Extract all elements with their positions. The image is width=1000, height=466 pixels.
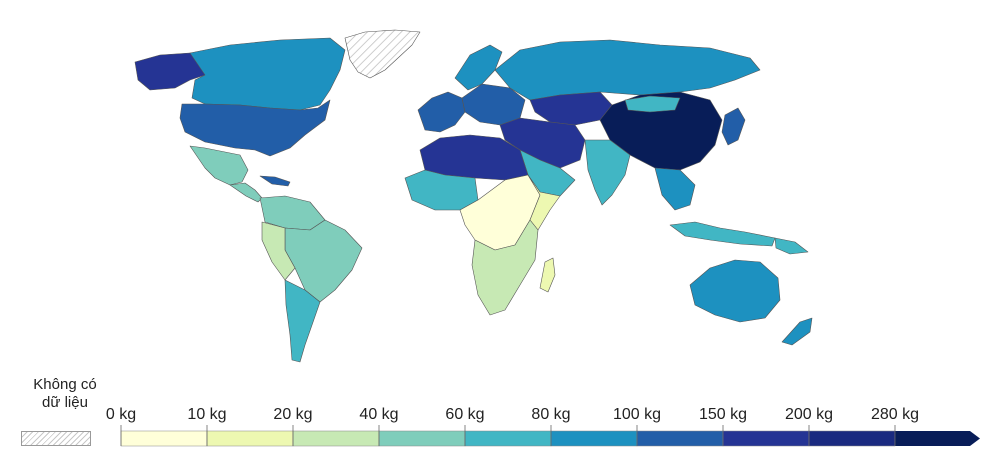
legend-ticks: 0 kg 10 kg 20 kg 40 kg 60 kg 80 kg 100 kg 150 k… [106,406,919,446]
legend-swatch-3 [378,430,466,447]
australia-region [689,259,781,323]
no-data-label-line2: dữ liệu [42,394,88,411]
legend-swatch-arrow [895,431,980,446]
southern-cone-region [284,279,321,363]
world-map [134,29,813,363]
indonesia-region [669,221,776,247]
scandinavia-region [454,44,503,91]
japan-korea-region [721,107,746,146]
east-africa-region [527,174,561,231]
usa-region [179,99,331,157]
mexico-region [189,145,249,186]
legend-tick-label-5: 80 kg [531,406,570,423]
color-scale-legend: 0 kg 10 kg 20 kg 40 kg 60 kg 80 kg 100 kg 150 k… [106,406,980,447]
legend-tick-label-6: 100 kg [613,406,661,423]
no-data-label: Không có dữ liệu [20,376,110,412]
southern-africa-region [471,219,539,316]
andes-region [261,221,296,281]
no-data-swatch [21,431,91,446]
mongolia-region [624,95,681,113]
legend-swatch-5 [550,430,638,447]
legend-tick-label-2: 20 kg [273,406,312,423]
legend-swatch-4 [464,430,552,447]
central-america-region [229,182,263,203]
legend-tick-label-9: 280 kg [871,406,919,423]
legend-tick-label-4: 60 kg [445,406,484,423]
india-region [584,139,631,206]
legend-bins [120,430,980,447]
legend-tick-label-1: 10 kg [187,406,226,423]
greenland-region [344,29,421,79]
canada-region [189,37,346,111]
caribbean-region [259,175,291,187]
legend-swatch-6 [636,430,724,447]
alaska-region [134,52,211,91]
legend-swatch-0 [120,430,208,447]
legend-tick-label-7: 150 kg [699,406,747,423]
papua-region [774,237,809,255]
legend-swatch-1 [206,430,294,447]
new-zealand-region [781,317,813,346]
russia-region [494,39,761,101]
no-data-label-line1: Không có [33,376,97,393]
legend-tick-label-3: 40 kg [359,406,398,423]
southeast-asia-region [654,167,696,211]
legend-swatch-8 [808,430,896,447]
western-europe-region [417,91,466,133]
legend-swatch-7 [722,430,810,447]
madagascar-region [539,257,556,293]
legend-tick-label-8: 200 kg [785,406,833,423]
legend-swatch-2 [292,430,380,447]
legend-tick-label-0: 0 kg [106,406,136,423]
